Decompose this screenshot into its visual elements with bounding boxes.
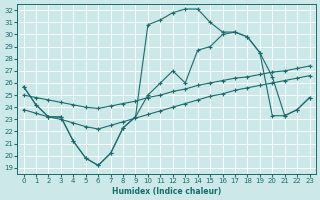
X-axis label: Humidex (Indice chaleur): Humidex (Indice chaleur) bbox=[112, 187, 221, 196]
